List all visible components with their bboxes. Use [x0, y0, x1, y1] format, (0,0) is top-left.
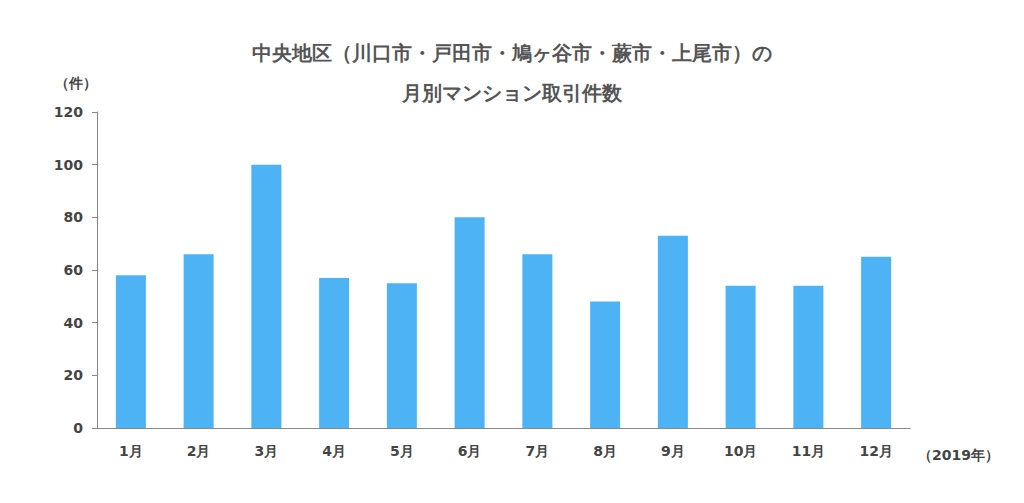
svg-text:9月: 9月 — [661, 443, 685, 459]
svg-text:6月: 6月 — [458, 443, 482, 459]
svg-text:7月: 7月 — [526, 443, 550, 459]
svg-text:120: 120 — [54, 104, 83, 120]
svg-text:（件）: （件） — [55, 75, 97, 91]
svg-text:0: 0 — [73, 420, 83, 436]
svg-text:12月: 12月 — [859, 443, 892, 459]
svg-text:60: 60 — [64, 262, 84, 278]
svg-text:中央地区（川口市・戸田市・鳩ヶ谷市・蕨市・上尾市）の: 中央地区（川口市・戸田市・鳩ヶ谷市・蕨市・上尾市）の — [252, 41, 772, 65]
svg-text:1月: 1月 — [119, 443, 143, 459]
svg-text:5月: 5月 — [390, 443, 414, 459]
svg-text:20: 20 — [64, 367, 84, 383]
svg-text:11月: 11月 — [792, 443, 825, 459]
svg-text:2月: 2月 — [187, 443, 211, 459]
svg-text:100: 100 — [54, 157, 83, 173]
svg-text:（2019年）: （2019年） — [918, 447, 999, 463]
svg-text:10月: 10月 — [724, 443, 757, 459]
svg-text:3月: 3月 — [255, 443, 279, 459]
svg-text:8月: 8月 — [593, 443, 617, 459]
svg-text:80: 80 — [64, 209, 84, 225]
svg-text:4月: 4月 — [322, 443, 346, 459]
svg-text:40: 40 — [64, 315, 84, 331]
svg-text:月別マンション取引件数: 月別マンション取引件数 — [401, 81, 623, 105]
